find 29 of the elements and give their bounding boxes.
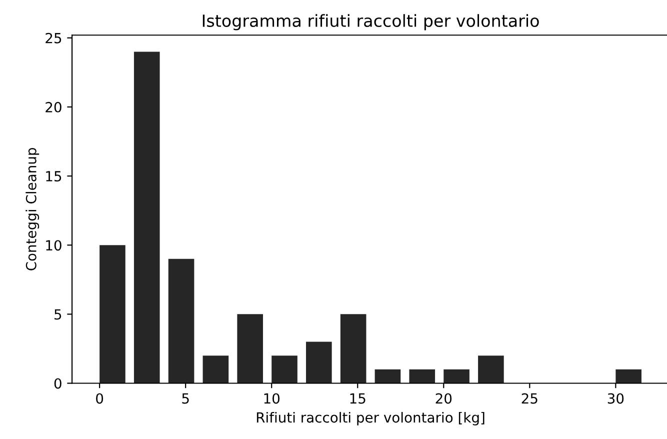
x-tick-label: 0: [96, 393, 104, 404]
bar: [444, 369, 470, 384]
y-tick-label: 10: [46, 240, 62, 251]
bar: [168, 258, 194, 384]
x-tick-label: 20: [436, 393, 452, 404]
y-tick-label: 20: [46, 102, 62, 112]
bar: [616, 369, 642, 384]
bar: [478, 356, 504, 384]
bar: [374, 369, 401, 384]
y-tick-label: 15: [46, 171, 62, 182]
bar: [306, 342, 332, 384]
bar: [409, 369, 436, 384]
x-tick-label: 15: [350, 393, 366, 404]
y-axis-title: Conteggi Cleanup: [26, 148, 40, 270]
bar: [100, 245, 126, 384]
x-tick-label: 5: [182, 393, 189, 404]
bar: [202, 356, 229, 384]
x-axis-title: Rifiuti raccolti per volontario [kg]: [256, 412, 484, 426]
chart-title: Istogramma rifiuti raccolti per volontario: [202, 14, 539, 30]
y-tick-label: 25: [46, 32, 62, 44]
y-tick-label: 5: [54, 309, 62, 320]
x-tick-label: 10: [264, 393, 280, 404]
bar: [272, 356, 298, 384]
bar: [134, 52, 160, 384]
x-tick-label: 25: [522, 393, 538, 404]
x-tick-label: 30: [608, 393, 624, 404]
y-tick-label: 0: [54, 378, 62, 389]
bar: [237, 314, 263, 384]
bar: [340, 314, 366, 384]
